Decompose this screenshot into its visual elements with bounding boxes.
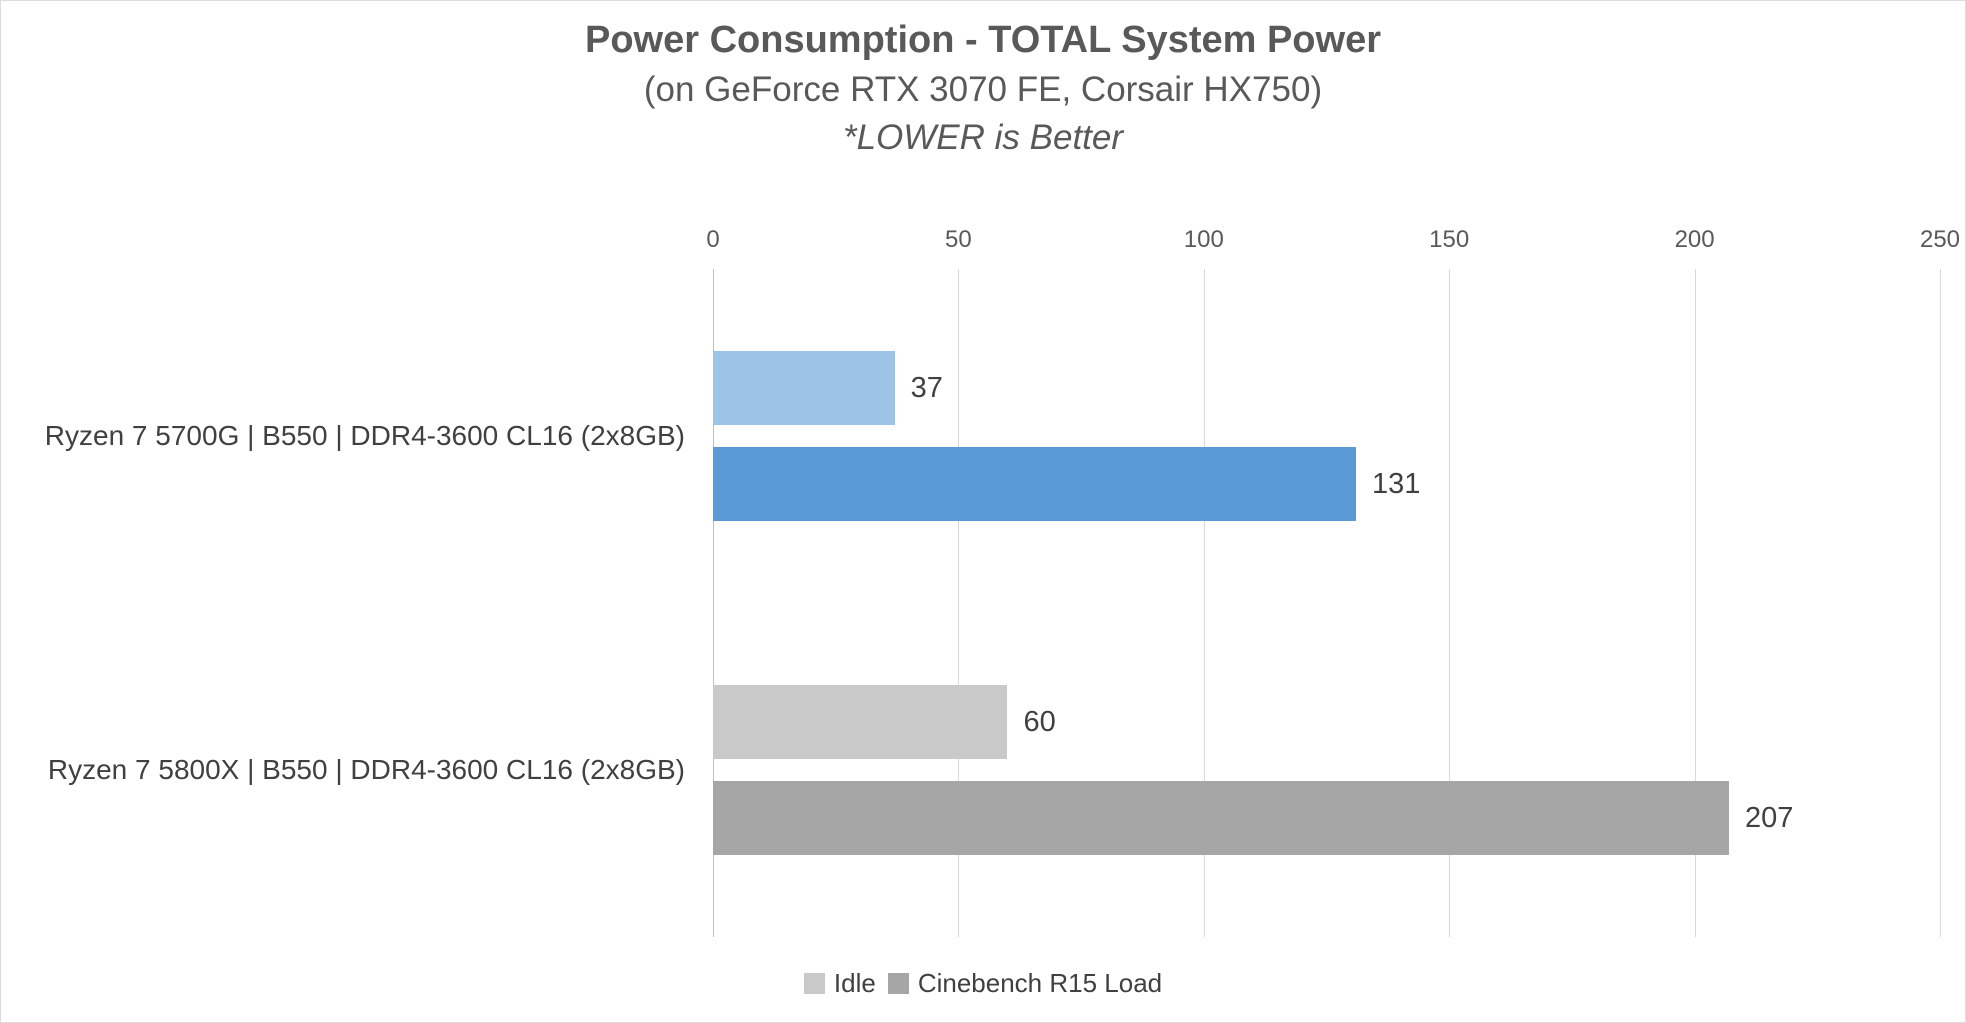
x-tick-label: 250 [1919, 226, 1961, 253]
legend-label: Cinebench R15 Load [917, 967, 1163, 998]
gridline [1449, 269, 1451, 937]
gridline [958, 269, 960, 937]
category-label: Ryzen 7 5800X | B550 | DDR4-3600 CL16 (2… [47, 754, 685, 785]
bar-cinebench-r15-load-category-2 [713, 781, 1729, 855]
zero-axis-line [713, 269, 714, 937]
x-tick-label: 0 [706, 226, 720, 253]
legend-item-idle: Idle [803, 967, 876, 999]
plot-area: 37 131 60 207 [713, 269, 1941, 937]
category-label: Ryzen 7 5700G | B550 | DDR4-3600 CL16 (2… [44, 420, 685, 451]
gridline [1203, 269, 1205, 937]
legend-label: Idle [833, 967, 876, 998]
bar-idle-category-1 [713, 351, 895, 425]
x-tick-label: 100 [1183, 226, 1224, 253]
bar-value-label: 131 [1371, 468, 1421, 500]
x-axis-tick-labels: 0 50 100 150 200 250 [706, 225, 1960, 255]
legend-item-cinebench-r15-load: Cinebench R15 Load [887, 967, 1163, 999]
bar-cinebench-r15-load-category-1 [713, 447, 1356, 521]
x-tick-label: 50 [945, 226, 972, 253]
x-tick-label: 150 [1429, 226, 1470, 253]
legend-swatch-icon [803, 972, 825, 994]
bar-value-label: 207 [1744, 802, 1794, 834]
bar-value-label: 60 [1023, 706, 1056, 738]
x-tick-label: 200 [1674, 226, 1715, 253]
chart-note-lower-is-better: *LOWER is Better [842, 117, 1124, 157]
chart-subtitle: (on GeForce RTX 3070 FE, Corsair HX750) [643, 70, 1323, 110]
legend-swatch-icon [887, 972, 909, 994]
bar-idle-category-2 [713, 685, 1008, 759]
gridline [1694, 269, 1696, 937]
chart-title: Power Consumption - TOTAL System Power [585, 19, 1381, 61]
legend: Idle Cinebench R15 Load [1, 961, 1965, 1005]
chart-header: Power Consumption - TOTAL System Power (… [1, 15, 1965, 161]
gridline [1940, 269, 1941, 937]
bar-value-label: 37 [910, 372, 943, 404]
category-axis-labels: Ryzen 7 5700G | B550 | DDR4-3600 CL16 (2… [1, 269, 699, 937]
